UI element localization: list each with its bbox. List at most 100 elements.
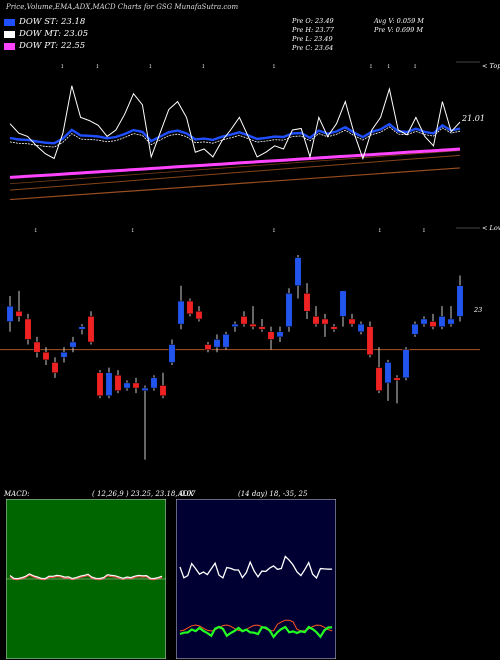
top-marker: ↕	[60, 64, 64, 70]
candle-body	[141, 387, 149, 391]
candle-body	[366, 326, 374, 356]
candle-body	[240, 316, 248, 325]
price-level-label: 21.01	[462, 114, 485, 123]
candle-body	[231, 323, 239, 327]
top-marker: ↕	[95, 64, 99, 70]
ema-line	[9, 147, 461, 179]
top-marker: ↕	[201, 64, 205, 70]
stat-avg-volume: Avg V: 0.059 M	[374, 17, 424, 25]
low-marker: ↕	[272, 228, 276, 234]
candle-body	[339, 290, 347, 317]
legend-dow-pt: DOW PT: 22.55	[4, 41, 85, 51]
stat-prev-volume: Pre V: 0.699 M	[374, 26, 424, 34]
candle-body	[24, 318, 32, 340]
top-marker: ↕	[272, 64, 276, 70]
candle-body	[33, 341, 41, 353]
lows-label: < Lows	[482, 224, 500, 232]
top-marker: ↕	[386, 64, 390, 70]
candle-body	[69, 341, 77, 348]
low-marker: ↕	[33, 228, 37, 234]
candle-body	[78, 326, 86, 330]
legend-swatch-pt	[4, 42, 15, 50]
legend-dow-st-label: DOW ST: 23.18	[19, 17, 86, 27]
candle-body	[384, 362, 392, 384]
candle-body	[438, 316, 446, 327]
candle-body	[303, 293, 311, 312]
candle-body	[168, 344, 176, 363]
candle-body	[132, 382, 140, 389]
candle-body	[267, 331, 275, 340]
adx-line	[179, 555, 333, 580]
candle-body	[105, 372, 113, 396]
stat-prev-close: Pre C: 23.64	[292, 44, 334, 52]
candle-body	[420, 318, 428, 325]
adx-panel	[176, 499, 336, 659]
tops-label: < Tops	[482, 62, 500, 70]
ema-line	[9, 122, 461, 145]
candle-body	[411, 323, 419, 335]
candle-body	[42, 351, 50, 361]
top-marker: ↕	[148, 64, 152, 70]
legend-swatch-st	[4, 18, 15, 26]
stat-prev-high: Pre H: 23.77	[292, 26, 334, 34]
chart-header-title: Price,Volume,EMA,ADX,MACD Charts for GSG…	[6, 3, 239, 11]
candle-body	[276, 331, 284, 338]
candle-body	[258, 326, 266, 330]
legend-swatch-mt	[4, 30, 15, 38]
candle-body	[357, 323, 365, 333]
adx-values: (14 day) 18, -35, 25	[238, 490, 308, 498]
candle-body	[312, 316, 320, 325]
candle-body	[204, 344, 212, 350]
candle-body	[87, 316, 95, 343]
legend-dow-pt-label: DOW PT: 22.55	[19, 41, 86, 51]
macd-values: ( 12,26,9 ) 23.25, 23.18, 0.07	[92, 490, 196, 498]
adx-lines	[179, 555, 333, 639]
macd-signal-line	[9, 574, 163, 581]
ema-line	[9, 126, 461, 148]
legend-dow-mt-label: DOW MT: 23.05	[19, 29, 89, 39]
candle-body	[15, 311, 23, 317]
candle-body	[96, 372, 104, 396]
candle-body	[285, 293, 293, 327]
low-marker: ↕	[422, 228, 426, 234]
candle-body	[60, 351, 68, 358]
candle-body	[195, 311, 203, 320]
candle-body	[186, 300, 194, 315]
top-marker: ↕	[369, 64, 373, 70]
stat-prev-low: Pre L: 23.49	[292, 35, 333, 43]
macd-panel	[6, 499, 166, 659]
legend-dow-st: DOW ST: 23.18	[4, 17, 85, 27]
legend-dow-mt: DOW MT: 23.05	[4, 29, 88, 39]
stat-prev-open: Pre O: 23.49	[292, 17, 334, 25]
candle-panel	[0, 255, 480, 460]
candle-body	[321, 318, 329, 325]
candle-body	[249, 323, 257, 327]
candle-body	[177, 300, 185, 325]
candle-body	[375, 367, 383, 391]
adx-plus-di-line	[179, 625, 333, 639]
adx-title: ADX	[178, 490, 194, 498]
candle-body	[222, 334, 230, 348]
top-marker: ↕	[413, 64, 417, 70]
macd-lines	[6, 573, 166, 581]
candle-body	[393, 377, 401, 381]
adx-background	[176, 499, 336, 659]
candle-body	[213, 339, 221, 348]
candle-body	[150, 377, 158, 389]
candle-body	[348, 318, 356, 325]
candle-body	[123, 382, 131, 389]
reference-level-label: 23	[474, 306, 483, 314]
macd-title: MACD:	[4, 490, 30, 498]
ema-slow-band	[9, 154, 461, 191]
close-line	[9, 85, 461, 161]
low-marker: ↕	[378, 228, 382, 234]
candle-body	[51, 362, 59, 373]
candle-body	[456, 285, 464, 317]
ema-slow-band	[9, 150, 461, 185]
candle-body	[6, 305, 14, 322]
candle-body	[114, 375, 122, 391]
candle-body	[294, 257, 302, 286]
ema-panel: ↕ ↕ ↕ ↕ ↕ ↕ ↕ ↕ ↕ ↕ ↕ ↕ ↕	[9, 61, 480, 234]
candle-body	[447, 318, 455, 325]
